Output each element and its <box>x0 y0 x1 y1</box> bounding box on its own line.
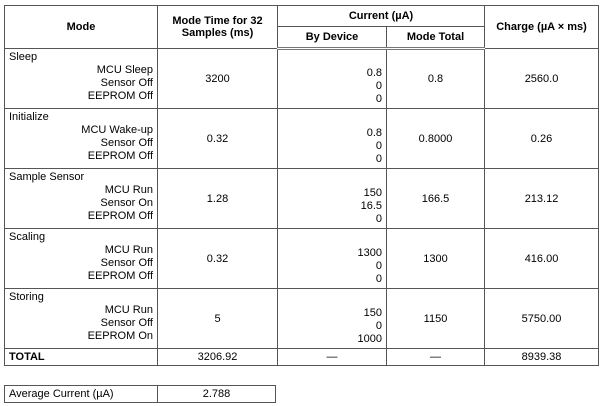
device-current: 150 <box>363 187 382 199</box>
device-current: 16.5 <box>360 200 382 212</box>
by-device-cell: 150 0 1000 <box>277 288 387 349</box>
mode-row: Storing MCU Run Sensor Off EEPROM On 5 150 0 10… <box>4 288 600 349</box>
power-table: Mode Mode Time for 32 Samples (ms) Curre… <box>4 5 600 366</box>
mode-time: 0.32 <box>157 108 278 169</box>
device-current: 0 <box>375 260 382 272</box>
charge: 0.26 <box>484 108 600 169</box>
by-device-cell: 1300 0 0 <box>277 228 387 289</box>
header-by-device: By Device <box>277 26 387 50</box>
mode-name: Sleep <box>9 51 38 63</box>
header-mode-time: Mode Time for 32 Samples (ms) <box>157 5 278 49</box>
mode-total: 1300 <box>385 228 486 289</box>
total-mode-total: — <box>385 348 486 366</box>
device-state: MCU Run <box>104 184 153 196</box>
device-state: EEPROM On <box>87 330 153 342</box>
device-current: 0 <box>375 93 382 105</box>
device-current: 0 <box>375 320 382 332</box>
mode-total: 1150 <box>385 288 486 349</box>
device-state: EEPROM Off <box>87 150 153 162</box>
mode-cell: Scaling MCU Run Sensor Off EEPROM Off <box>4 228 158 289</box>
total-by-device: — <box>277 348 387 366</box>
device-state: EEPROM Off <box>87 90 153 102</box>
device-state: Sensor Off <box>100 257 153 269</box>
mode-name: Initialize <box>9 111 49 123</box>
device-current: 0.8 <box>366 127 382 139</box>
average-current-table: Average Current (µA) 2.788 <box>4 385 276 403</box>
header-charge: Charge (µA × ms) <box>484 5 600 49</box>
mode-name: Scaling <box>9 231 46 243</box>
total-time: 3206.92 <box>157 348 278 366</box>
charge: 2560.0 <box>484 48 600 109</box>
total-charge: 8939.38 <box>484 348 600 366</box>
device-current: 0 <box>375 140 382 152</box>
device-current: 0.8 <box>366 67 382 79</box>
mode-cell: Sleep MCU Sleep Sensor Off EEPROM Off <box>4 48 158 109</box>
mode-row: Scaling MCU Run Sensor Off EEPROM Off 0.32 13… <box>4 228 600 289</box>
average-value: 2.788 <box>157 385 276 403</box>
device-state: MCU Run <box>104 244 153 256</box>
header-mode-total: Mode Total <box>385 26 486 50</box>
device-state: MCU Wake-up <box>81 124 153 136</box>
mode-total: 0.8000 <box>385 108 486 169</box>
mode-time: 3200 <box>157 48 278 109</box>
device-current: 1300 <box>357 247 382 259</box>
device-state: Sensor On <box>100 197 153 209</box>
by-device-cell: 0.8 0 0 <box>277 48 387 109</box>
device-current: 0 <box>375 273 382 285</box>
by-device-cell: 0.8 0 0 <box>277 108 387 169</box>
by-device-cell: 150 16.5 0 <box>277 168 387 229</box>
device-state: EEPROM Off <box>87 210 153 222</box>
total-row: TOTAL 3206.92 — — 8939.38 <box>4 348 600 366</box>
device-current: 150 <box>363 307 382 319</box>
mode-cell: Sample Sensor MCU Run Sensor On EEPROM Off <box>4 168 158 229</box>
device-current: 0 <box>375 213 382 225</box>
device-state: Sensor Off <box>100 137 153 149</box>
mode-name: Storing <box>9 291 44 303</box>
mode-row: Initialize MCU Wake-up Sensor Off EEPROM Of… <box>4 108 600 169</box>
mode-time: 1.28 <box>157 168 278 229</box>
mode-cell: Initialize MCU Wake-up Sensor Off EEPROM Of… <box>4 108 158 169</box>
charge: 213.12 <box>484 168 600 229</box>
header-current: Current (µA) <box>276 5 486 27</box>
mode-row: Sleep MCU Sleep Sensor Off EEPROM Off 3200 0.… <box>4 48 600 109</box>
mode-name: Sample Sensor <box>9 171 85 183</box>
average-label: Average Current (µA) <box>4 385 158 403</box>
device-state: Sensor Off <box>100 317 153 329</box>
device-current: 0 <box>375 153 382 165</box>
mode-total: 166.5 <box>385 168 486 229</box>
mode-total: 0.8 <box>385 48 486 109</box>
mode-cell: Storing MCU Run Sensor Off EEPROM On <box>4 288 158 349</box>
device-state: MCU Sleep <box>96 64 153 76</box>
charge: 416.00 <box>484 228 600 289</box>
device-current: 0 <box>375 80 382 92</box>
device-state: EEPROM Off <box>87 270 153 282</box>
device-state: Sensor Off <box>100 77 153 89</box>
mode-time: 5 <box>157 288 278 349</box>
device-current: 1000 <box>357 333 382 345</box>
total-label: TOTAL <box>4 348 158 366</box>
mode-row: Sample Sensor MCU Run Sensor On EEPROM Off 1… <box>4 168 600 229</box>
charge: 5750.00 <box>484 288 600 349</box>
mode-time: 0.32 <box>157 228 278 289</box>
device-state: MCU Run <box>104 304 153 316</box>
header-mode: Mode <box>4 5 158 49</box>
